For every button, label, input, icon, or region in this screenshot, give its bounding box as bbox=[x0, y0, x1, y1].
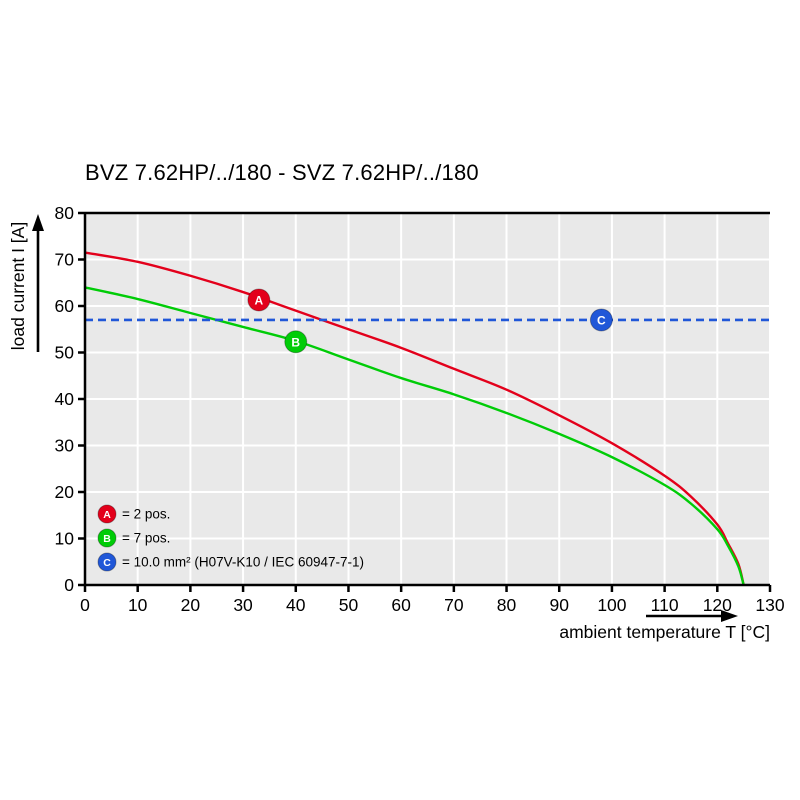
svg-text:A: A bbox=[255, 293, 264, 307]
curve-b bbox=[84, 286, 745, 586]
svg-text:40: 40 bbox=[55, 389, 75, 409]
y-axis-label: load current I [A] bbox=[8, 222, 28, 350]
chart-title: BVZ 7.62HP/../180 - SVZ 7.62HP/../180 bbox=[85, 160, 479, 185]
svg-text:0: 0 bbox=[64, 575, 74, 595]
x-tick-labels: 0 10 20 30 40 50 60 70 80 90 100 110 120 130 bbox=[80, 595, 785, 615]
svg-text:C: C bbox=[103, 557, 111, 569]
x-axis-arrow bbox=[646, 610, 738, 622]
svg-text:90: 90 bbox=[549, 595, 569, 615]
svg-text:60: 60 bbox=[55, 296, 75, 316]
svg-text:100: 100 bbox=[597, 595, 626, 615]
svg-text:30: 30 bbox=[233, 595, 253, 615]
svg-text:40: 40 bbox=[286, 595, 306, 615]
svg-text:20: 20 bbox=[55, 482, 75, 502]
axes bbox=[78, 211, 772, 592]
svg-text:80: 80 bbox=[497, 595, 517, 615]
svg-text:= 10.0 mm² (H07V-K10 / IEC 609: = 10.0 mm² (H07V-K10 / IEC 60947-7-1) bbox=[122, 555, 364, 570]
svg-text:10: 10 bbox=[55, 529, 75, 549]
marker-b: B bbox=[284, 330, 308, 354]
svg-text:B: B bbox=[291, 335, 300, 349]
legend: A = 2 pos. B = 7 pos. C = 10.0 mm² (H07V-K10 … bbox=[97, 504, 364, 572]
svg-text:30: 30 bbox=[55, 436, 75, 456]
svg-text:20: 20 bbox=[181, 595, 201, 615]
y-tick-labels: 0 10 20 30 40 50 60 70 80 bbox=[55, 203, 75, 595]
svg-text:= 2 pos.: = 2 pos. bbox=[122, 507, 170, 522]
marker-a: A bbox=[247, 288, 271, 312]
svg-text:80: 80 bbox=[55, 203, 75, 223]
marker-c: C bbox=[589, 308, 613, 332]
curve-a bbox=[84, 251, 745, 586]
svg-text:10: 10 bbox=[128, 595, 148, 615]
svg-text:60: 60 bbox=[391, 595, 411, 615]
x-axis-label: ambient temperature T [°C] bbox=[559, 622, 770, 642]
svg-text:110: 110 bbox=[651, 595, 679, 615]
svg-text:A: A bbox=[103, 509, 111, 521]
svg-text:70: 70 bbox=[444, 595, 464, 615]
y-axis-arrow bbox=[32, 214, 44, 352]
svg-text:50: 50 bbox=[55, 343, 75, 363]
svg-text:B: B bbox=[103, 533, 111, 545]
svg-text:130: 130 bbox=[755, 595, 784, 615]
svg-text:70: 70 bbox=[55, 250, 75, 270]
svg-text:0: 0 bbox=[80, 595, 90, 615]
svg-text:= 7 pos.: = 7 pos. bbox=[122, 531, 170, 546]
svg-text:C: C bbox=[597, 313, 606, 327]
svg-text:120: 120 bbox=[703, 595, 732, 615]
svg-text:50: 50 bbox=[339, 595, 359, 615]
